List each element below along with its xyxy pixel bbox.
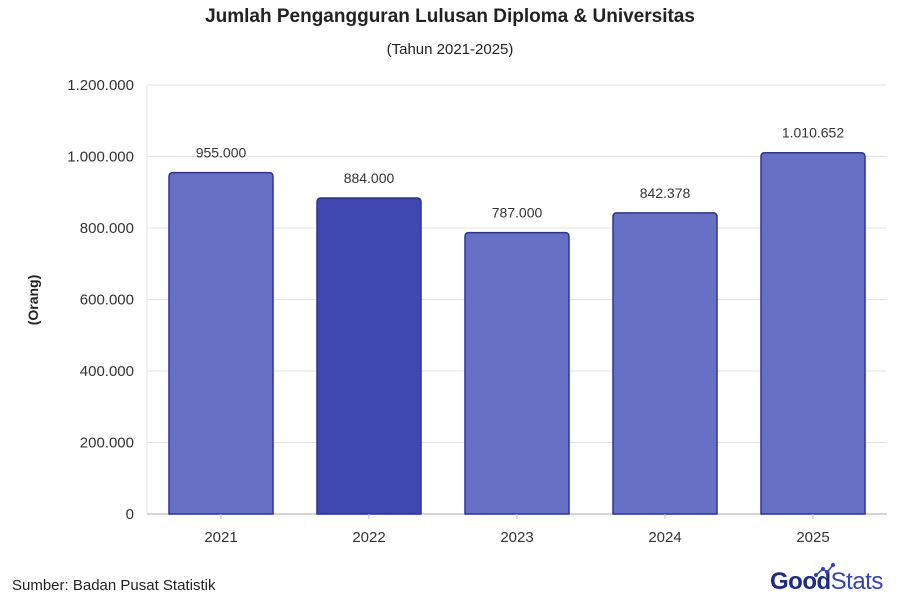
logo-text-bold: Good	[770, 568, 831, 595]
y-tick-label: 1.200.000	[67, 77, 134, 94]
y-axis-title: (Orang)	[25, 275, 41, 326]
x-tick-label-2023: 2023	[500, 529, 533, 546]
data-label-2021: 955.000	[196, 145, 247, 161]
y-tick-label: 0	[126, 506, 134, 523]
data-label-2023: 787.000	[492, 205, 543, 221]
x-tick-label-2025: 2025	[796, 529, 829, 546]
data-label-2025: 1.010.652	[782, 125, 844, 141]
chart-title: Jumlah Pengangguran Lulusan Diploma & Un…	[205, 6, 695, 27]
bars	[168, 151, 866, 515]
data-label-2022: 884.000	[344, 170, 395, 186]
logo-text-light: Stats	[830, 568, 884, 595]
y-tick-label: 400.000	[80, 363, 134, 380]
bar-2023	[464, 231, 570, 515]
y-tick-label: 200.000	[80, 435, 134, 452]
logo-trend-icon	[814, 563, 835, 577]
bar-2024	[612, 212, 718, 515]
bar-2021	[168, 171, 274, 515]
y-tick-label: 600.000	[80, 292, 134, 309]
y-tick-label: 1.000.000	[67, 149, 134, 166]
logo-text: GoodStats	[770, 568, 883, 596]
chart-subtitle: (Tahun 2021-2025)	[386, 41, 514, 58]
data-label-2024: 842.378	[640, 185, 691, 201]
source-note: Sumber: Badan Pusat Statistik	[12, 577, 216, 594]
x-tick-label-2021: 2021	[204, 529, 237, 546]
bar-2025	[760, 151, 866, 515]
goodstats-logo: GoodStats	[770, 562, 892, 598]
bar-2022	[316, 197, 422, 515]
data-labels: 955.000 884.000 787.000 842.378 1.010.652	[196, 125, 845, 221]
x-axis-ticks: 2021 2022 2023 2024 2025	[204, 514, 830, 546]
x-tick-label-2024: 2024	[648, 529, 681, 546]
y-tick-label: 800.000	[80, 220, 134, 237]
y-axis-ticks: 0 200.000 400.000 600.000 800.000 1.000.000 1.…	[67, 77, 134, 523]
x-tick-label-2022: 2022	[352, 529, 385, 546]
